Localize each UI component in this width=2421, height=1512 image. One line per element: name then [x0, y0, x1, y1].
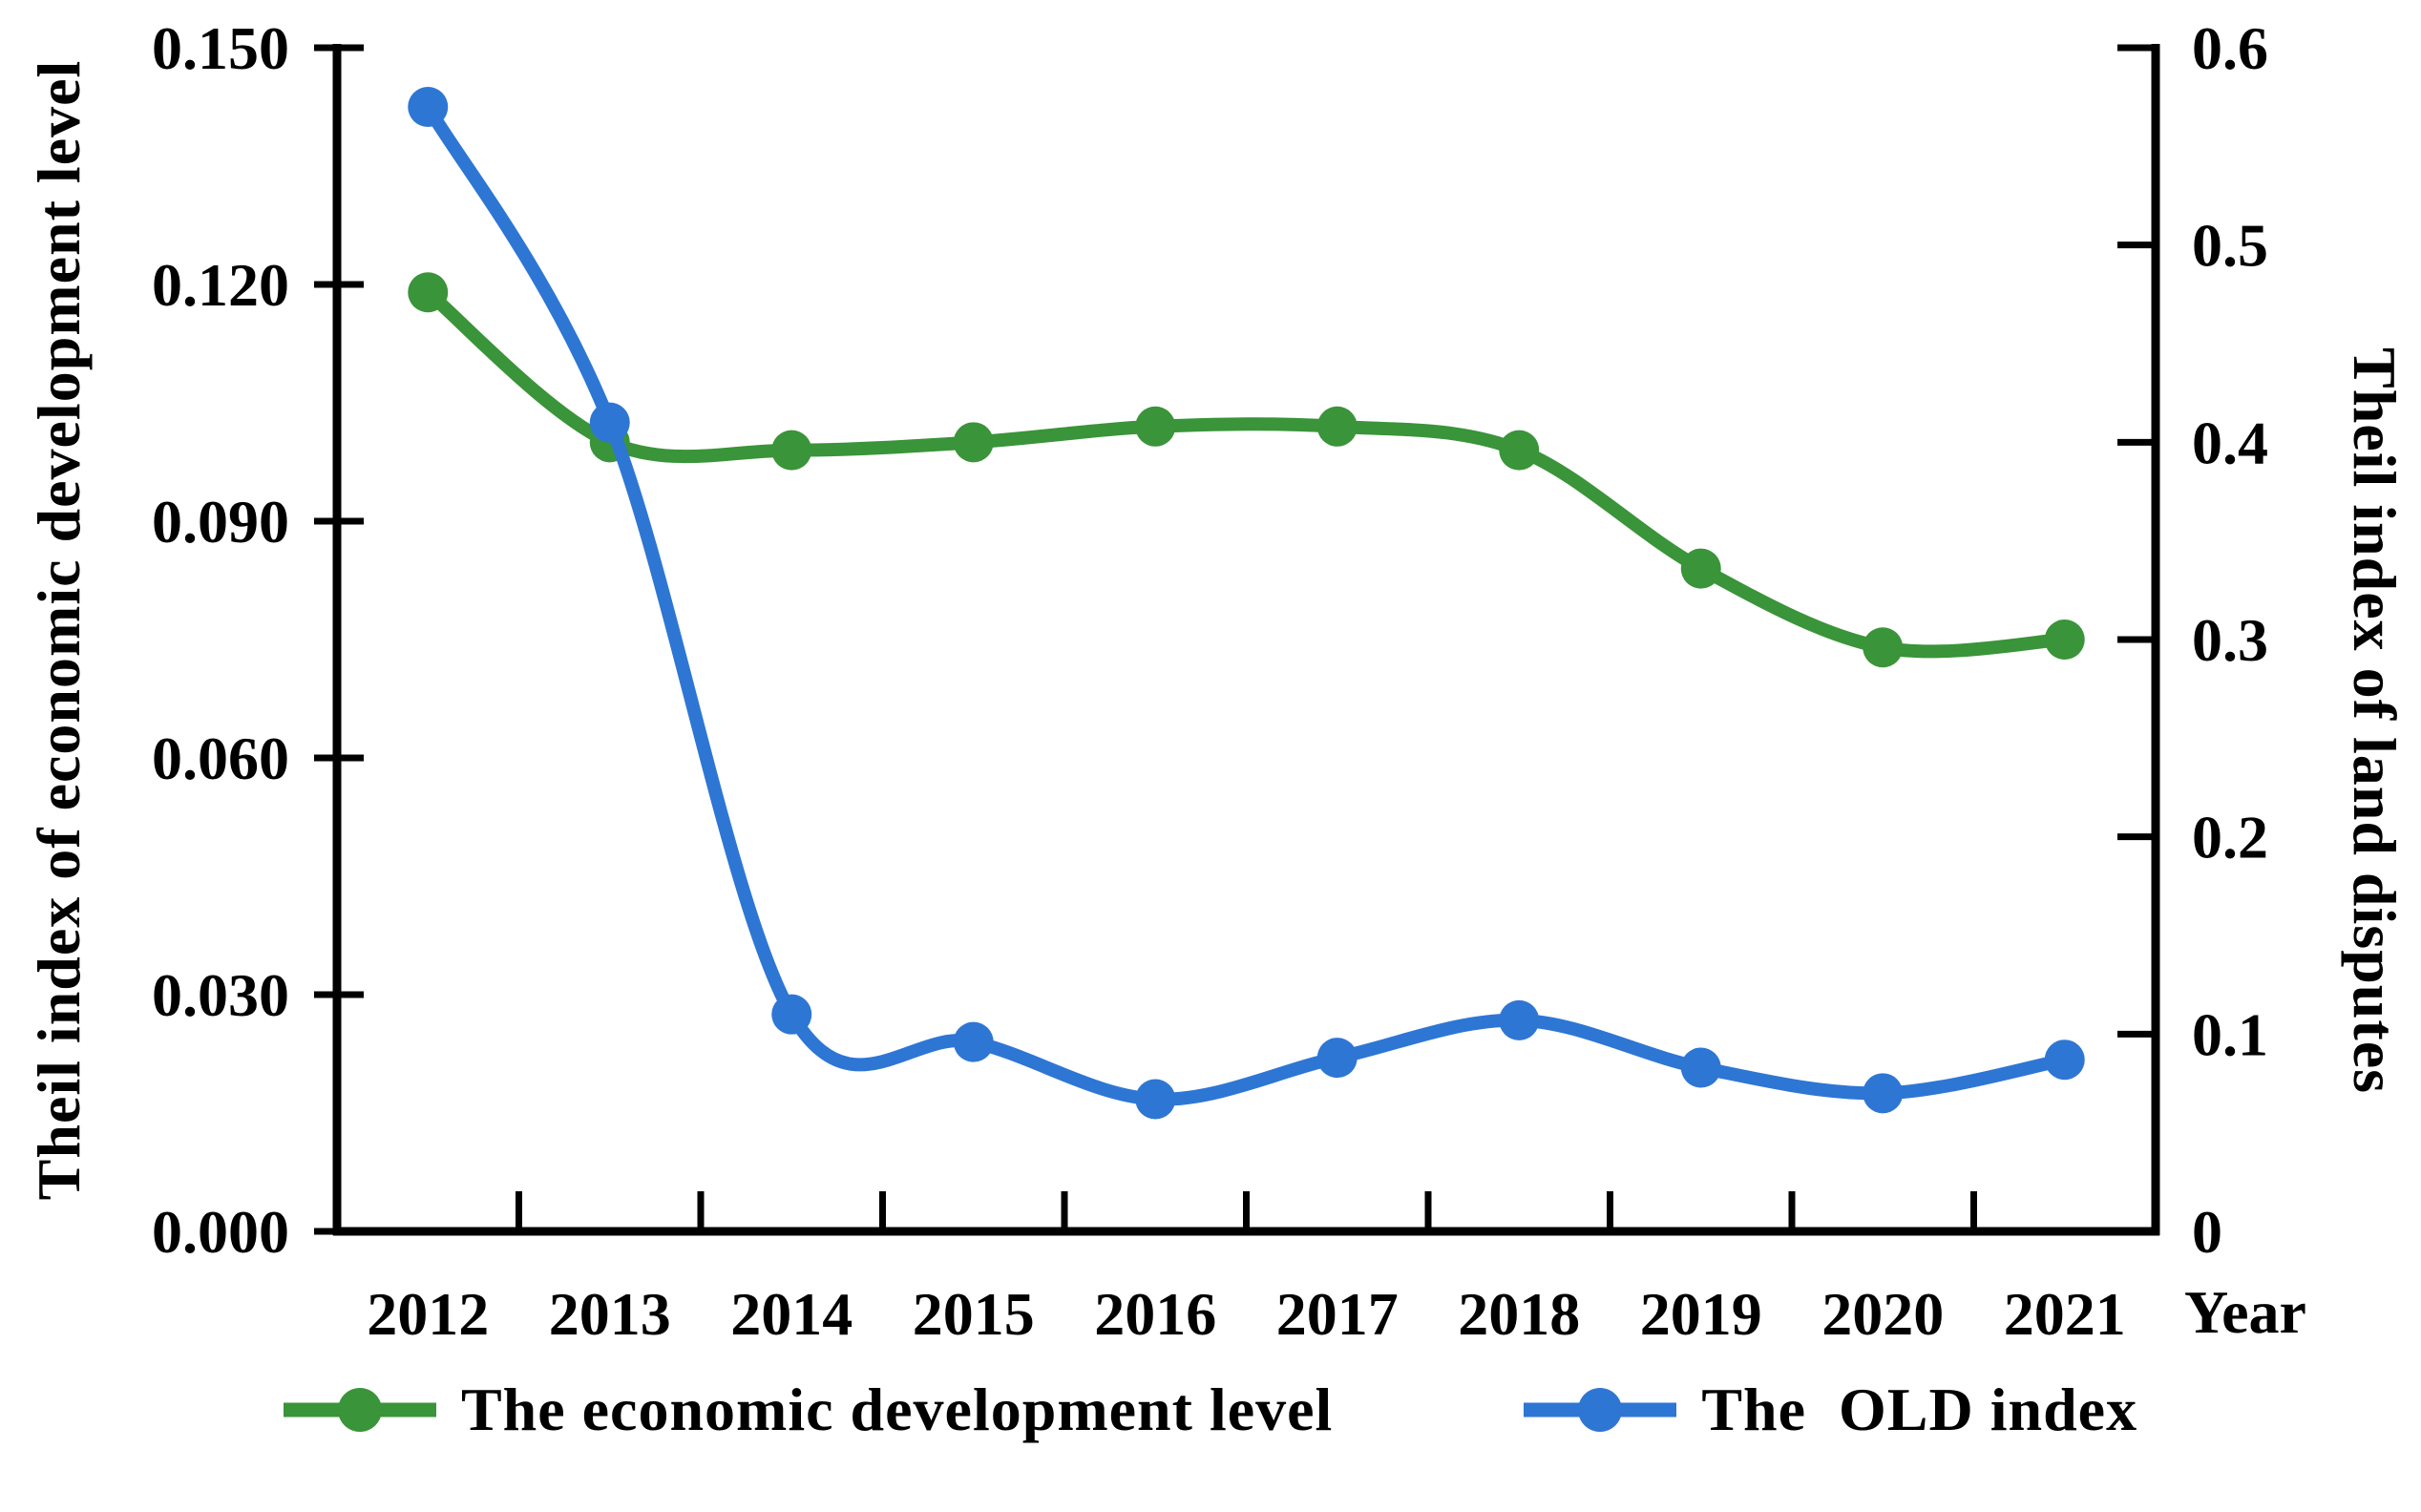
series-line-1: [421, 100, 2072, 1106]
legend-line-marker-icon: [283, 1388, 436, 1432]
left-axis-tick-label: 0.030: [152, 961, 289, 1029]
left-axis-title: Theil index of economic development leve…: [25, 59, 93, 1201]
series-1-data-point: [1680, 1047, 1721, 1088]
x-axis-tick-label: 2015: [913, 1280, 1035, 1348]
x-axis-tick-label: 2017: [1276, 1280, 1399, 1348]
series-1-data-point: [408, 87, 449, 127]
left-axis-tick-label: 0.120: [152, 251, 289, 319]
series-1-data-point: [1499, 999, 1540, 1040]
left-axis-tick-label: 0.090: [152, 488, 289, 556]
right-axis-title: Theil index of land disputes: [2341, 347, 2409, 1094]
series-0-data-point: [1499, 430, 1540, 471]
x-axis-tick-label: 2021: [2004, 1280, 2126, 1348]
right-axis-tick-label: 0.1: [2192, 1000, 2268, 1068]
right-axis-tick-label: 0: [2192, 1198, 2222, 1266]
series-0-data-point: [953, 422, 994, 463]
x-axis-tick-label: 2019: [1640, 1280, 1762, 1348]
right-axis-tick-label: 0.3: [2192, 606, 2268, 674]
legend-label-economic-development: The economic development level: [460, 1376, 1334, 1443]
legend-item-economic-development: The economic development level: [283, 1375, 1334, 1445]
series-1-data-point: [1863, 1073, 1904, 1114]
series-0-data-point: [1863, 627, 1904, 668]
x-axis-tick-label: 2012: [367, 1280, 489, 1348]
series-0-data-point: [408, 272, 449, 313]
x-axis-tick-label: 2013: [549, 1280, 671, 1348]
series-0-data-point: [1316, 406, 1358, 447]
left-axis-tick-label: 0.000: [152, 1198, 289, 1266]
legend-label-old-index: The OLD index: [1701, 1376, 2138, 1443]
right-axis-tick-label: 0.2: [2192, 804, 2268, 872]
series-0-data-point: [1680, 548, 1721, 589]
series-0-data-point: [2044, 620, 2085, 660]
series-0-data-point: [771, 430, 812, 471]
legend-line-marker-icon: [1524, 1388, 1677, 1432]
x-axis-unit-label: Year: [2184, 1278, 2306, 1346]
series-1-data-point: [953, 1021, 994, 1062]
right-axis-tick-label: 0.4: [2192, 409, 2268, 476]
series-1-data-point: [589, 402, 630, 443]
series-1-data-point: [1135, 1079, 1176, 1120]
series-0-data-point: [1135, 406, 1176, 447]
x-axis-tick-label: 2014: [730, 1280, 853, 1348]
series-line-0: [421, 285, 2072, 659]
right-axis-tick-label: 0.5: [2192, 212, 2268, 280]
series-1-data-point: [1316, 1038, 1358, 1079]
series-1-data-point: [2044, 1040, 2085, 1081]
chart-legend: The economic development level The OLD i…: [0, 1375, 2421, 1445]
legend-item-old-index: The OLD index: [1524, 1375, 2137, 1445]
x-axis-tick-label: 2016: [1094, 1280, 1216, 1348]
x-axis-tick-label: 2018: [1458, 1280, 1580, 1348]
left-axis-tick-label: 0.150: [152, 14, 289, 82]
x-axis-tick-label: 2020: [1821, 1280, 1944, 1348]
right-axis-tick-label: 0.6: [2192, 14, 2268, 82]
series-1-data-point: [771, 994, 812, 1035]
left-axis-tick-label: 0.060: [152, 724, 289, 792]
